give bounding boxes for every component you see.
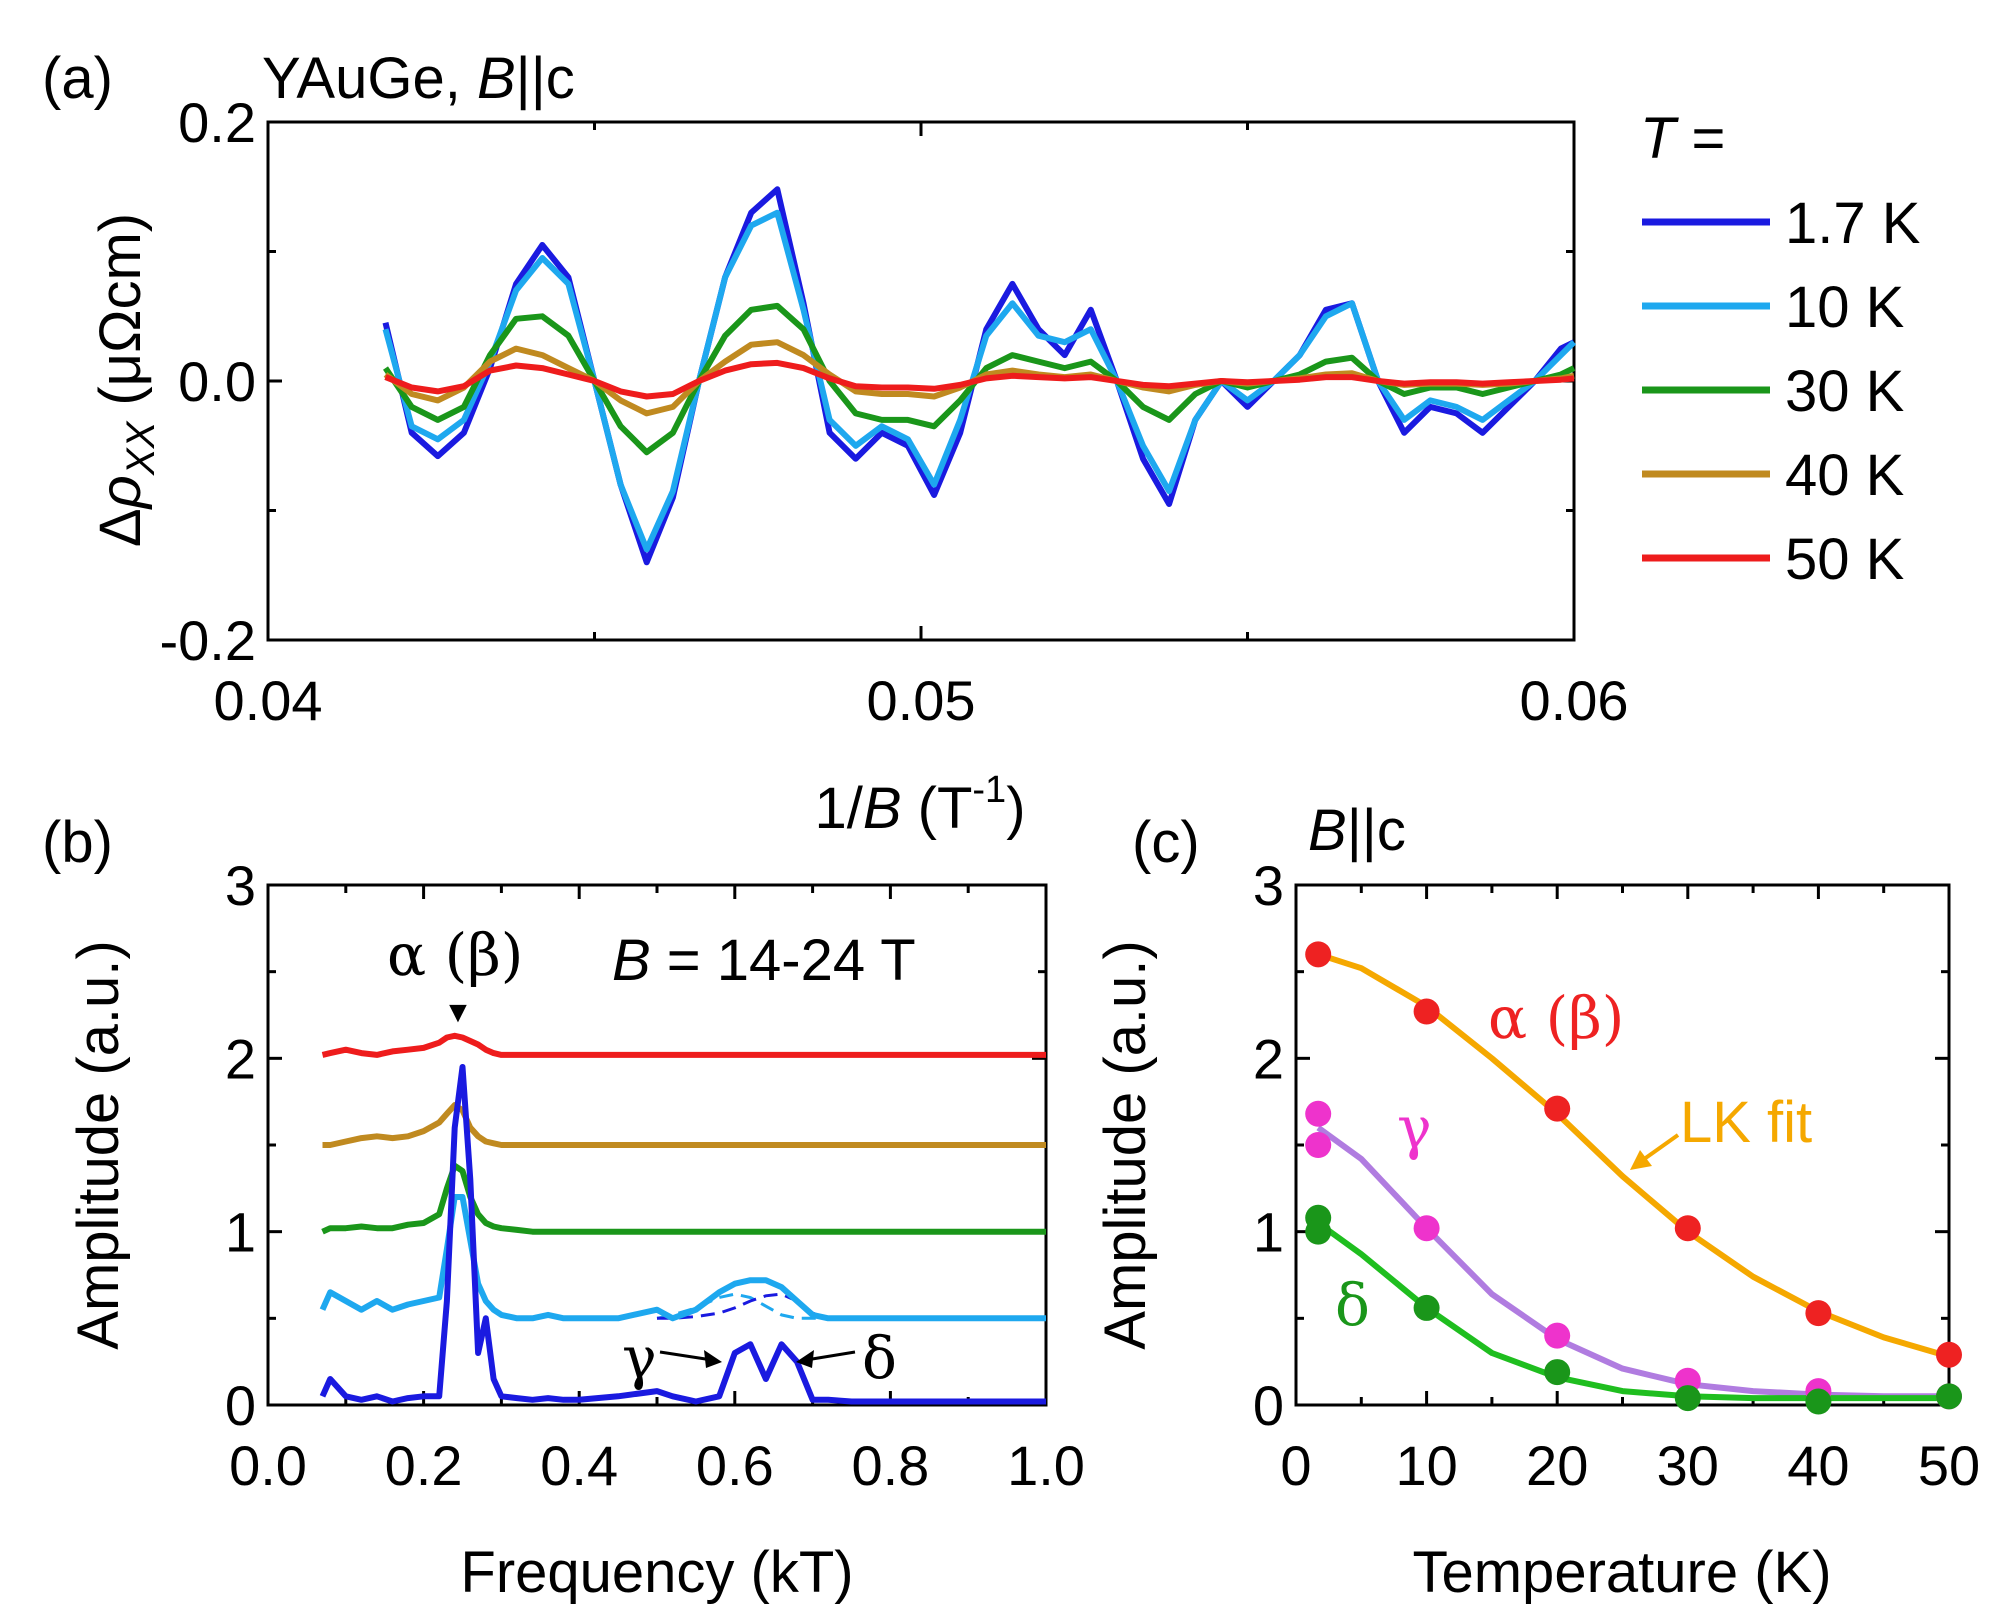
data-point bbox=[1674, 1385, 1701, 1412]
delta-series-label: δ bbox=[1335, 1271, 1370, 1339]
x-tick-label: 1.0 bbox=[1007, 1434, 1085, 1497]
legend-entry: 10 K bbox=[1785, 275, 1905, 340]
y-tick-label: 0.0 bbox=[178, 350, 256, 413]
peak-marker-icon: ▼ bbox=[443, 996, 473, 1029]
panel-b-x-axis-label: Frequency (kT) bbox=[460, 1540, 853, 1605]
panel-b-y-axis-label: Amplitude (a.u.) bbox=[66, 940, 131, 1349]
panel-c-x-axis-label: Temperature (K) bbox=[1412, 1540, 1831, 1605]
lk-fit-label: LK fit bbox=[1680, 1090, 1812, 1155]
legend-entry: 1.7 K bbox=[1785, 191, 1921, 256]
data-point bbox=[1305, 1100, 1332, 1127]
data-point bbox=[1413, 1215, 1440, 1242]
panel-c: (c) B||c 0 10 20 30 40 50 0 1 2 3 Amplitude (a.u.… bbox=[1093, 798, 1980, 1605]
y-tick-label: 3 bbox=[1253, 854, 1284, 917]
x-tick-label: 0.0 bbox=[229, 1434, 307, 1497]
data-point bbox=[1936, 1341, 1962, 1368]
spectrum-50K bbox=[321, 1032, 1046, 1058]
x-tick-label: 0.2 bbox=[385, 1434, 463, 1497]
panel-c-title: B||c bbox=[1308, 798, 1406, 863]
y-tick-label: 1 bbox=[225, 1201, 256, 1264]
x-tick-label: 0.8 bbox=[851, 1434, 929, 1497]
delta-peak-label: δ bbox=[862, 1324, 897, 1392]
legend-title: T = bbox=[1640, 106, 1725, 171]
panel-c-fits bbox=[1316, 951, 1950, 1402]
x-tick-label: 30 bbox=[1657, 1434, 1719, 1497]
alpha-beta-peak-label: α (β) bbox=[387, 921, 523, 989]
legend-entry: 50 K bbox=[1785, 527, 1905, 592]
x-tick-label: 40 bbox=[1787, 1434, 1849, 1497]
gamma-series-label: γ bbox=[1397, 1094, 1432, 1162]
legend: 1.7 K 10 K 30 K 40 K 50 K bbox=[1642, 191, 1921, 592]
x-tick-label: 0 bbox=[1280, 1434, 1311, 1497]
legend-entry: 30 K bbox=[1785, 359, 1905, 424]
lk-fit-curve bbox=[1316, 1220, 1949, 1402]
field-range-label: B = 14-24 T bbox=[612, 928, 916, 993]
panel-b-ticks: 0.0 0.2 0.4 0.6 0.8 1.0 0 1 2 3 bbox=[225, 854, 1085, 1497]
spectrum-40K bbox=[322, 1102, 1046, 1148]
panel-a-x-axis-label: 1/B (T-1) bbox=[814, 769, 1025, 841]
y-tick-label: 3 bbox=[225, 854, 256, 917]
data-point bbox=[1544, 1322, 1571, 1349]
series-line-50K bbox=[384, 359, 1575, 400]
panel-c-label: (c) bbox=[1132, 810, 1200, 875]
spectrum-30K bbox=[321, 1162, 1046, 1235]
data-point bbox=[1544, 1095, 1571, 1122]
y-tick-label: 2 bbox=[225, 1027, 256, 1090]
panel-a-label: (a) bbox=[42, 46, 113, 111]
x-tick-label: 50 bbox=[1918, 1434, 1980, 1497]
panel-a: (a) YAuGe, B||c 0.04 0.05 0.06 -0.2 0.0 0.2 Δ… bbox=[42, 46, 1921, 841]
data-point bbox=[1544, 1359, 1571, 1386]
panel-a-y-axis-label: ΔρXX (μΩcm) bbox=[88, 213, 163, 547]
data-point bbox=[1305, 1218, 1332, 1245]
y-tick-label: 2 bbox=[1253, 1027, 1284, 1090]
x-tick-label: 0.04 bbox=[214, 669, 323, 732]
panel-b-series bbox=[319, 1032, 1046, 1405]
y-tick-label: 0 bbox=[225, 1374, 256, 1437]
series-line-30K bbox=[383, 302, 1576, 456]
data-point bbox=[1805, 1388, 1832, 1415]
panel-a-series bbox=[382, 186, 1577, 566]
data-point bbox=[1805, 1300, 1832, 1327]
y-tick-label: -0.2 bbox=[160, 609, 257, 672]
lk-fit-curve bbox=[1317, 951, 1950, 1360]
spectrum-10K bbox=[319, 1194, 1046, 1322]
x-tick-label: 0.05 bbox=[867, 669, 976, 732]
lk-fit-arrow-icon bbox=[1630, 1133, 1680, 1170]
y-tick-label: 0.2 bbox=[178, 91, 256, 154]
data-point bbox=[1936, 1383, 1962, 1410]
panel-c-points bbox=[1305, 941, 1962, 1415]
panel-c-ticks: 0 10 20 30 40 50 0 1 2 3 bbox=[1253, 854, 1980, 1497]
panel-a-title: YAuGe, B||c bbox=[262, 46, 575, 111]
panel-b: (b) 0.0 0.2 0.4 0.6 0.8 1.0 0 1 2 3 Amplitude (a.… bbox=[42, 810, 1085, 1605]
delta-arrow-icon bbox=[796, 1350, 856, 1368]
x-tick-label: 0.6 bbox=[696, 1434, 774, 1497]
data-point bbox=[1413, 998, 1440, 1025]
x-tick-label: 0.4 bbox=[540, 1434, 618, 1497]
x-tick-label: 20 bbox=[1526, 1434, 1588, 1497]
alpha-beta-series-label: α (β) bbox=[1488, 984, 1624, 1052]
y-tick-label: 0 bbox=[1253, 1374, 1284, 1437]
data-point bbox=[1413, 1294, 1440, 1321]
panel-b-label: (b) bbox=[42, 810, 113, 875]
panel-a-ticks: 0.04 0.05 0.06 -0.2 0.0 0.2 bbox=[160, 91, 1629, 732]
data-point bbox=[1305, 941, 1332, 968]
panel-c-y-axis-label: Amplitude (a.u.) bbox=[1093, 940, 1158, 1349]
data-point bbox=[1674, 1215, 1701, 1242]
series-line-10K bbox=[382, 209, 1577, 553]
gamma-peak-label: γ bbox=[622, 1324, 657, 1392]
delta-component-dashed bbox=[657, 1292, 829, 1320]
x-tick-label: 0.06 bbox=[1520, 669, 1629, 732]
spectrum-17K bbox=[319, 1064, 1046, 1405]
legend-entry: 40 K bbox=[1785, 443, 1905, 508]
y-tick-label: 1 bbox=[1253, 1201, 1284, 1264]
data-point bbox=[1305, 1132, 1332, 1158]
gamma-arrow-icon bbox=[659, 1350, 722, 1368]
x-tick-label: 10 bbox=[1395, 1434, 1457, 1497]
